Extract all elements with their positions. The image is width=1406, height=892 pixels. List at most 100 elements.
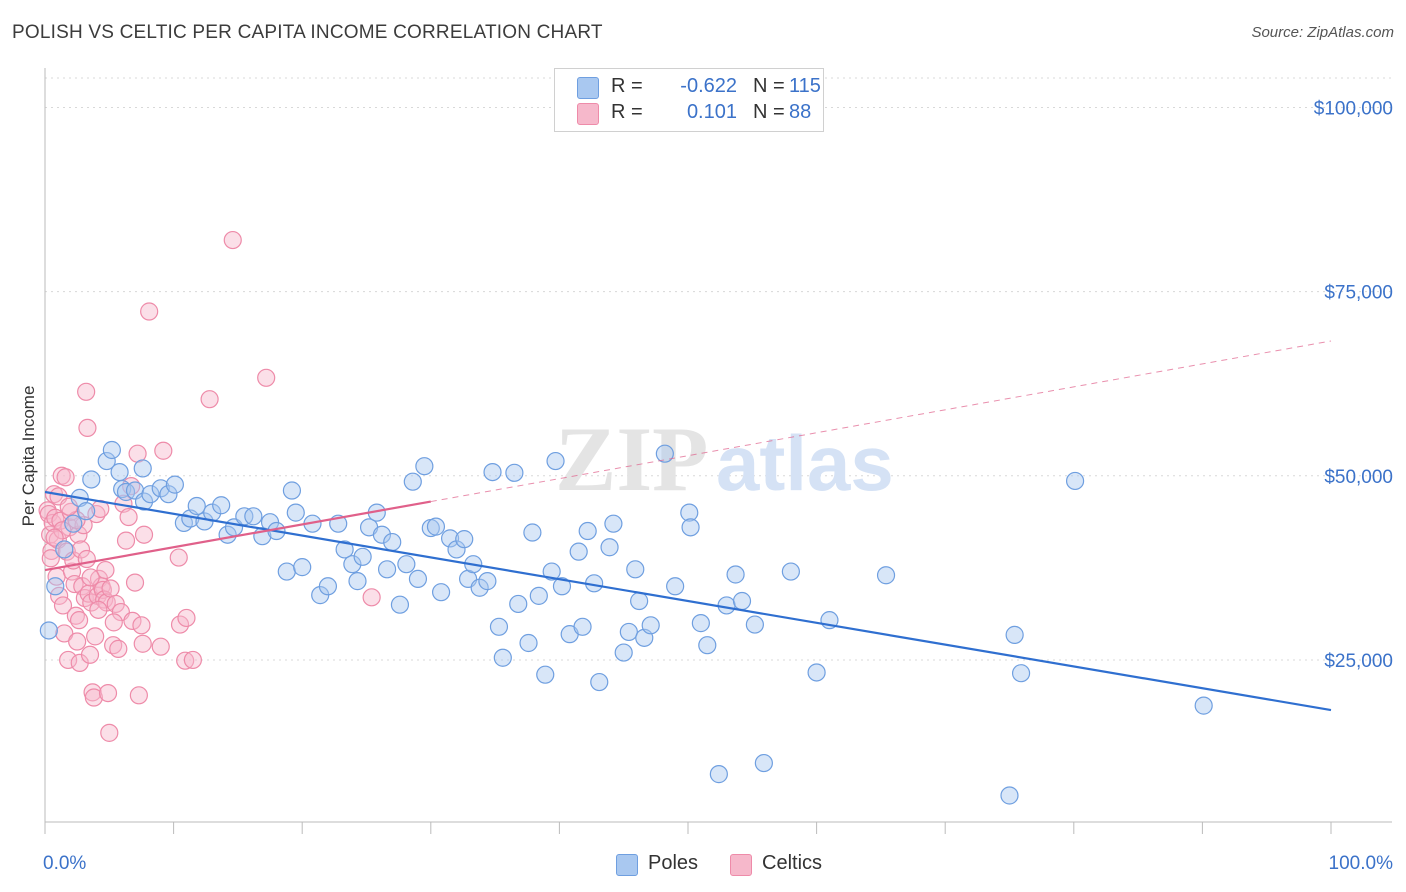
poles-point	[1005, 625, 1024, 644]
celtics-point	[89, 600, 108, 619]
poles-point	[754, 753, 773, 773]
poles-point	[614, 643, 633, 662]
poles-point	[745, 615, 764, 634]
poles-swatch	[577, 77, 599, 99]
poles-point	[1065, 471, 1085, 491]
poles-point	[134, 492, 154, 511]
n-label: N =	[753, 101, 785, 123]
r-value: -0.622	[680, 75, 737, 97]
x-tick-label: 100.0%	[1329, 853, 1394, 874]
poles-point	[1000, 786, 1019, 805]
poles-point	[403, 472, 422, 491]
poles-point	[781, 562, 800, 581]
poles-point	[691, 614, 710, 633]
poles-point	[408, 569, 428, 589]
poles-point	[244, 507, 263, 526]
celtics-point	[77, 549, 96, 569]
celtics-point	[123, 611, 142, 630]
poles-point	[82, 470, 101, 489]
celtics-point	[104, 613, 123, 632]
n-value: 88	[789, 101, 812, 123]
poles-point	[110, 462, 129, 482]
poles-point	[335, 540, 354, 559]
n-label: N =	[753, 75, 785, 97]
celtics-point	[53, 521, 72, 540]
celtics-point	[169, 548, 188, 567]
celtics-point	[129, 686, 148, 705]
poles-point	[431, 583, 451, 602]
poles-point	[509, 594, 528, 614]
celtics-point	[109, 639, 128, 658]
poles-point	[397, 555, 416, 574]
celtics-point	[100, 723, 119, 742]
poles-point	[133, 459, 152, 478]
poles-point	[680, 503, 699, 522]
poles-point	[165, 475, 184, 494]
legend-label-celtics: Celtics	[762, 852, 823, 874]
celtics-swatch	[730, 854, 752, 876]
celtics-point	[170, 615, 190, 634]
celtics-point	[101, 579, 120, 598]
chart-title: POLISH VS CELTIC PER CAPITA INCOME CORRE…	[12, 22, 603, 43]
celtics-point	[84, 688, 103, 707]
poles-point	[655, 444, 674, 463]
poles-point	[573, 617, 592, 636]
celtics-point	[132, 616, 151, 635]
poles-point	[876, 566, 896, 585]
celtics-point	[151, 637, 170, 656]
poles-point	[529, 586, 548, 605]
celtics-point	[140, 302, 159, 321]
legend-label-poles: Poles	[648, 852, 699, 874]
poles-point	[159, 485, 178, 504]
poles-point	[77, 502, 96, 521]
poles-point	[64, 514, 83, 533]
poles-point	[318, 577, 338, 596]
poles-point	[102, 440, 121, 460]
celtics-point	[133, 634, 152, 653]
poles-point	[536, 665, 555, 684]
poles-point	[415, 457, 434, 476]
watermark: ZIP atlas	[555, 408, 894, 510]
grid-lines	[45, 77, 1392, 661]
source-credit: Source: ZipAtlas.com	[1251, 24, 1394, 41]
celtics-point	[41, 549, 60, 568]
poles-swatch	[616, 854, 638, 876]
tick-labels: $25,000 $50,000 $75,000 $100,000 0.0% 100.0%	[43, 98, 1393, 874]
watermark-zip: ZIP	[555, 408, 708, 510]
poles-point	[293, 558, 312, 577]
celtics-point	[177, 608, 196, 628]
celtics-point	[119, 507, 138, 527]
poles-point	[698, 636, 717, 655]
celtics-point	[223, 230, 242, 250]
poles-point	[97, 451, 116, 471]
poles-point	[641, 616, 660, 635]
r-label: R =	[611, 101, 643, 123]
x-tick-label: 0.0%	[43, 853, 86, 874]
poles-point	[383, 532, 402, 552]
celtics-point	[45, 528, 64, 547]
poles-point	[187, 496, 206, 516]
poles-point	[478, 572, 497, 591]
poles-point	[282, 481, 302, 500]
poles-point	[626, 560, 645, 579]
poles-point	[681, 518, 700, 537]
poles-point	[666, 577, 685, 596]
poles-point	[353, 547, 372, 566]
r-label: R =	[611, 75, 643, 97]
poles-point	[377, 560, 397, 579]
celtics-point	[183, 650, 202, 670]
poles-point	[116, 482, 136, 502]
axes	[44, 68, 1392, 834]
poles-point	[546, 451, 565, 471]
poles-trend-line	[44, 490, 1332, 712]
celtics-point	[50, 586, 69, 605]
r-value: 0.101	[686, 101, 737, 123]
poles-point	[489, 617, 509, 636]
celtics-point	[98, 683, 118, 703]
celtics-point	[80, 645, 100, 664]
poles-points	[39, 440, 1213, 805]
celtics-point	[116, 531, 136, 550]
trend-lines	[44, 340, 1332, 712]
poles-point	[46, 577, 65, 596]
y-tick-label: $100,000	[1314, 98, 1393, 119]
